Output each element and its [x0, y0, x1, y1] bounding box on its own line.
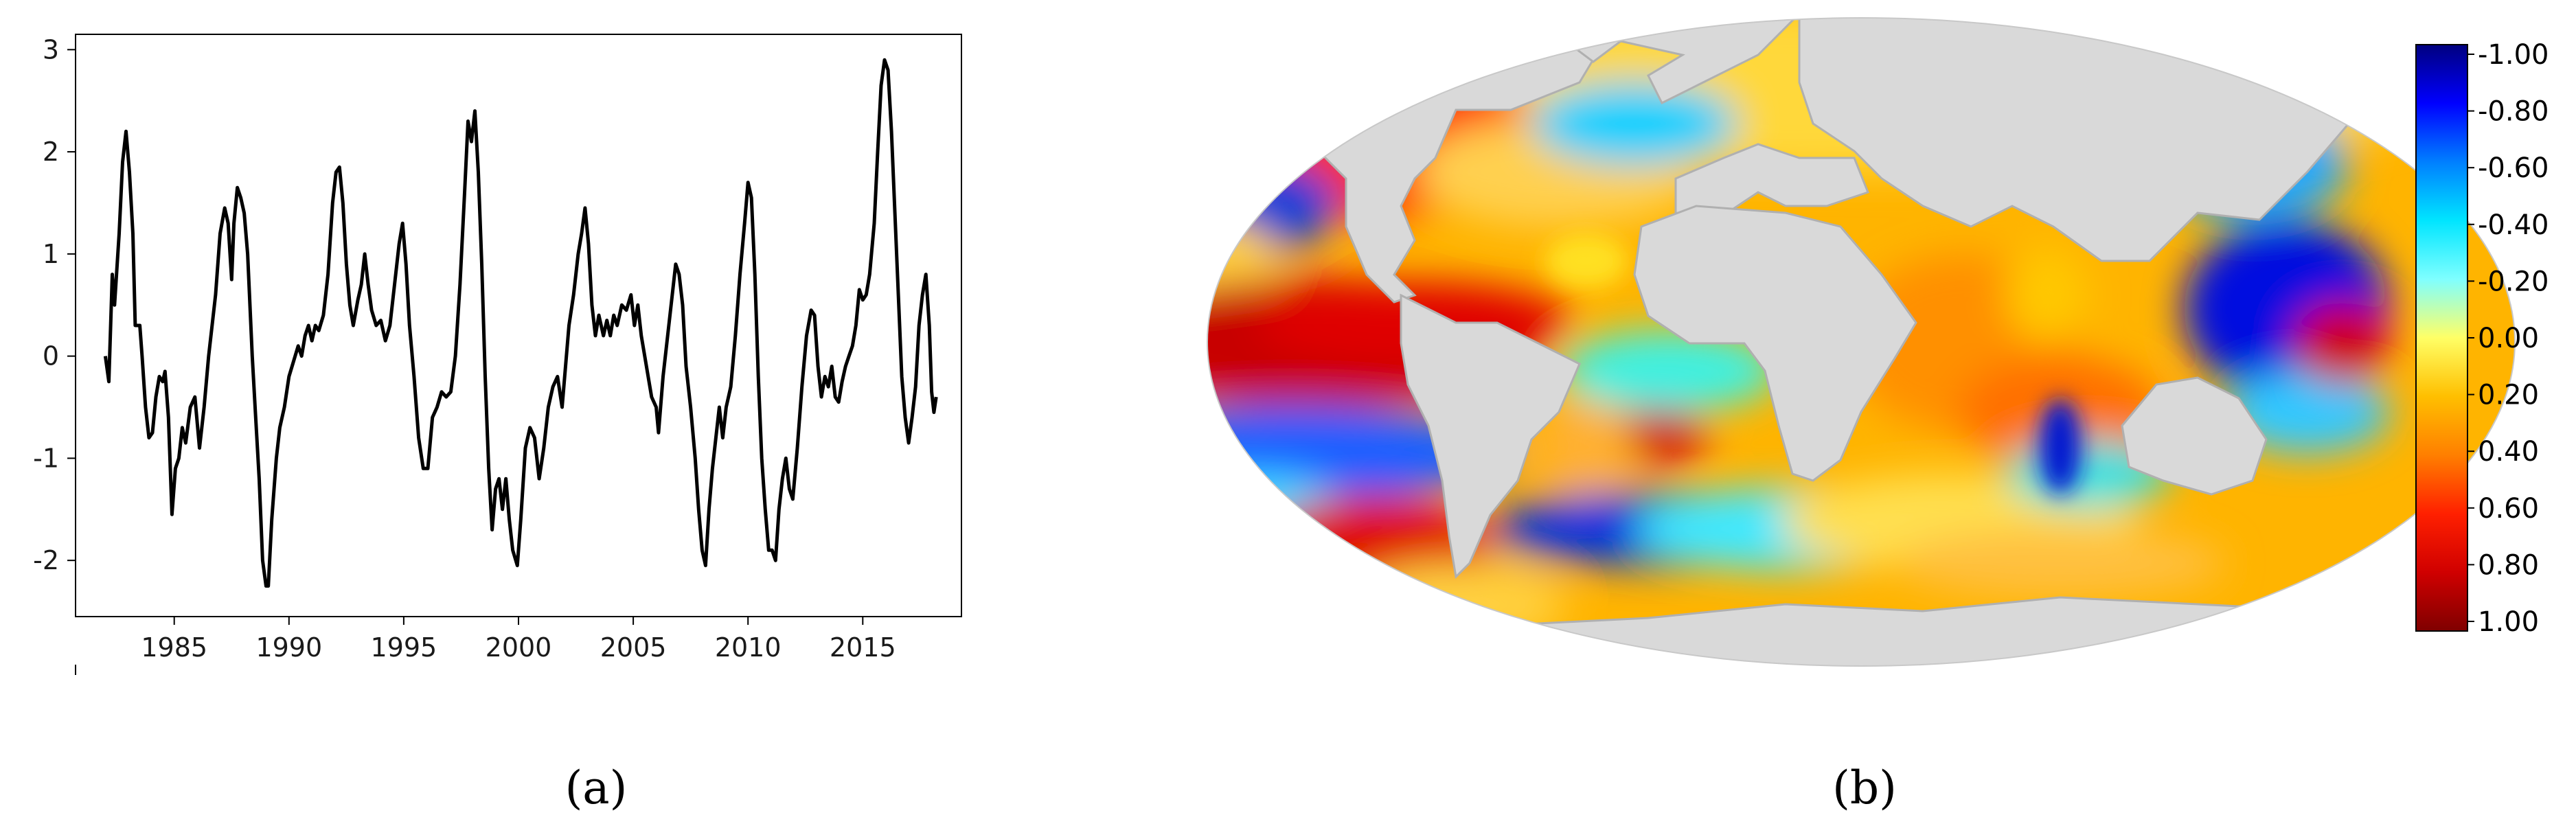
colorbar-tick-label: 0.00 — [2478, 323, 2539, 354]
globe-outline — [1207, 17, 2516, 667]
y-tick-label: 3 — [43, 34, 59, 65]
colorbar-tick-label: 0.40 — [2478, 436, 2539, 468]
x-tick-label: 2015 — [830, 632, 896, 663]
colorbar-tick-label: 0.60 — [2478, 493, 2539, 525]
caption-b: (b) — [1832, 761, 1897, 814]
x-tick-label: 2010 — [715, 632, 782, 663]
x-axis-ticks: 1985 1990 1995 2000 2005 2010 2015 — [141, 617, 896, 663]
y-tick-label: -1 — [33, 443, 59, 473]
colorbar-tick-label: -0.80 — [2478, 96, 2549, 128]
colorbar-tick-label: 1.00 — [2478, 606, 2539, 638]
x-tick-label: 2000 — [486, 632, 552, 663]
series-line — [103, 58, 938, 588]
colorbar: -1.00 -0.80 -0.60 -0.40 -0.20 0.00 0.20 0.40 0.6… — [2415, 39, 2549, 638]
colorbar-tick-label: -0.20 — [2478, 266, 2549, 297]
x-tick-label: 2005 — [600, 632, 667, 663]
y-tick-label: 1 — [43, 239, 59, 269]
colorbar-tick-label: -0.60 — [2478, 152, 2549, 184]
x-tick-label: 1990 — [255, 632, 322, 663]
y-tick-label: 2 — [43, 137, 59, 167]
colorbar-gradient — [2415, 44, 2468, 632]
y-tick-label: -2 — [33, 545, 59, 575]
colorbar-tick-label: 0.80 — [2478, 549, 2539, 581]
caption-a: (a) — [565, 761, 628, 814]
colorbar-tick-label: -1.00 — [2478, 39, 2549, 71]
x-tick-label: 1995 — [371, 632, 437, 663]
colorbar-tick-label: 0.20 — [2478, 380, 2539, 411]
y-axis-ticks: -2 -1 0 1 2 3 — [33, 34, 76, 575]
y-tick-label: 0 — [43, 341, 59, 371]
colorbar-tick-label: -0.40 — [2478, 209, 2549, 241]
colorbar-tick-labels: -1.00 -0.80 -0.60 -0.40 -0.20 0.00 0.20 0.40 0.6… — [2467, 39, 2549, 638]
line-chart-panel: 1985 1990 1995 2000 2005 2010 2015 -2 -1 0 1 2 3 — [33, 34, 962, 675]
x-tick-label: 1985 — [141, 632, 207, 663]
map-heatmap-panel — [1207, 17, 2516, 667]
globe — [1207, 18, 2515, 666]
